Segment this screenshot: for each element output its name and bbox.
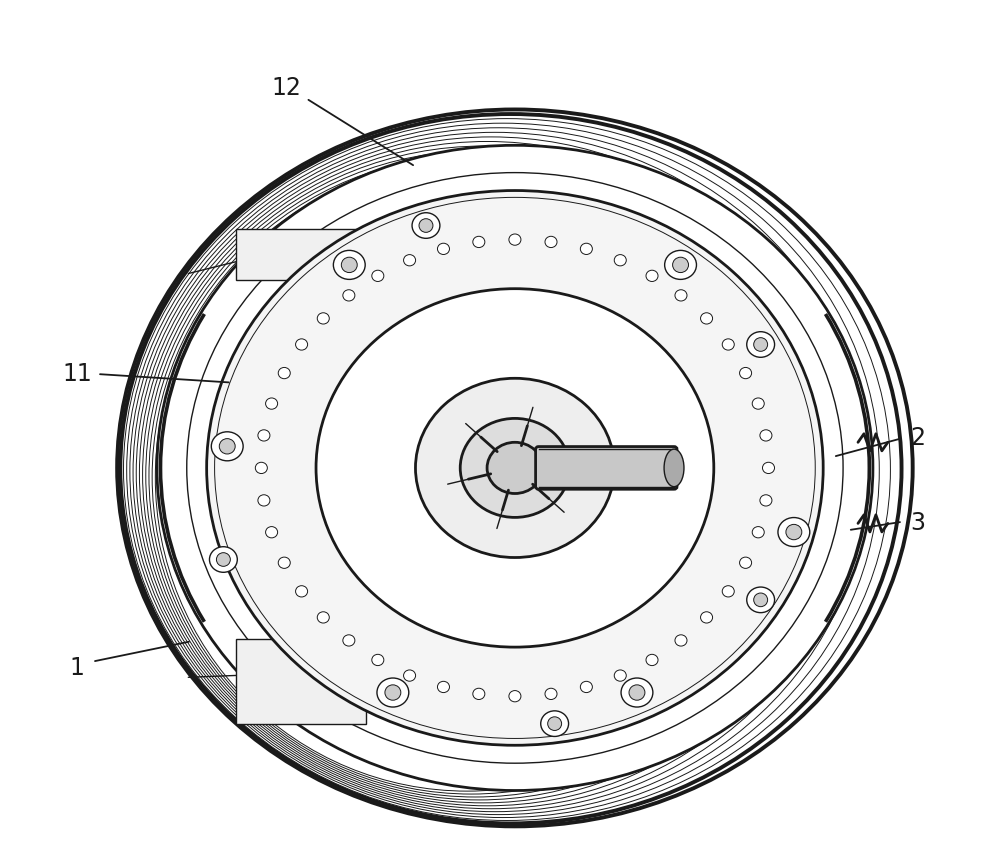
Ellipse shape xyxy=(762,462,775,473)
Ellipse shape xyxy=(258,430,270,441)
Ellipse shape xyxy=(255,462,267,473)
Ellipse shape xyxy=(278,557,290,569)
Ellipse shape xyxy=(316,289,714,647)
Ellipse shape xyxy=(437,243,449,254)
Ellipse shape xyxy=(404,254,416,266)
Ellipse shape xyxy=(629,685,645,700)
Ellipse shape xyxy=(343,289,355,301)
Ellipse shape xyxy=(460,418,570,517)
Ellipse shape xyxy=(722,338,734,350)
Ellipse shape xyxy=(760,495,772,506)
FancyBboxPatch shape xyxy=(536,447,677,490)
Ellipse shape xyxy=(752,398,764,409)
Ellipse shape xyxy=(372,655,384,666)
Ellipse shape xyxy=(317,313,329,324)
Ellipse shape xyxy=(548,716,562,730)
Text: 2: 2 xyxy=(910,426,925,450)
Ellipse shape xyxy=(341,257,357,272)
Ellipse shape xyxy=(473,688,485,699)
Ellipse shape xyxy=(412,213,440,238)
Ellipse shape xyxy=(646,271,658,282)
Ellipse shape xyxy=(740,557,752,569)
Ellipse shape xyxy=(580,681,592,692)
Ellipse shape xyxy=(65,107,880,840)
Ellipse shape xyxy=(701,612,713,623)
Ellipse shape xyxy=(752,527,764,538)
Ellipse shape xyxy=(580,243,592,254)
Text: 12: 12 xyxy=(271,76,301,101)
Ellipse shape xyxy=(266,527,278,538)
Ellipse shape xyxy=(372,271,384,282)
Ellipse shape xyxy=(545,688,557,699)
Ellipse shape xyxy=(377,678,409,707)
Ellipse shape xyxy=(747,587,775,612)
Ellipse shape xyxy=(614,254,626,266)
Ellipse shape xyxy=(437,681,449,692)
Ellipse shape xyxy=(296,586,308,597)
Ellipse shape xyxy=(665,250,696,279)
Ellipse shape xyxy=(614,670,626,681)
Ellipse shape xyxy=(778,517,810,546)
Ellipse shape xyxy=(487,442,543,494)
Ellipse shape xyxy=(722,586,734,597)
Ellipse shape xyxy=(754,593,768,606)
Ellipse shape xyxy=(675,635,687,646)
Ellipse shape xyxy=(754,338,768,351)
Ellipse shape xyxy=(211,432,243,460)
Ellipse shape xyxy=(760,430,772,441)
Ellipse shape xyxy=(646,655,658,666)
Ellipse shape xyxy=(278,368,290,379)
Polygon shape xyxy=(236,229,366,280)
Text: 3: 3 xyxy=(910,511,925,535)
Ellipse shape xyxy=(747,332,775,357)
Ellipse shape xyxy=(415,378,614,557)
Ellipse shape xyxy=(740,368,752,379)
Ellipse shape xyxy=(541,711,569,736)
Ellipse shape xyxy=(219,439,235,454)
Ellipse shape xyxy=(258,495,270,506)
Ellipse shape xyxy=(207,191,823,746)
Ellipse shape xyxy=(216,552,230,566)
Ellipse shape xyxy=(701,313,713,324)
Ellipse shape xyxy=(509,691,521,702)
Ellipse shape xyxy=(621,678,653,707)
Polygon shape xyxy=(236,638,366,724)
Text: 1: 1 xyxy=(70,656,85,680)
Ellipse shape xyxy=(675,289,687,301)
Ellipse shape xyxy=(333,250,365,279)
Ellipse shape xyxy=(385,685,401,700)
Text: 11: 11 xyxy=(62,362,92,386)
Ellipse shape xyxy=(419,219,433,232)
Ellipse shape xyxy=(296,338,308,350)
Ellipse shape xyxy=(509,234,521,245)
Ellipse shape xyxy=(317,612,329,623)
Ellipse shape xyxy=(404,670,416,681)
Ellipse shape xyxy=(157,145,873,790)
Ellipse shape xyxy=(545,236,557,247)
Ellipse shape xyxy=(786,524,802,539)
Ellipse shape xyxy=(673,257,689,272)
Ellipse shape xyxy=(473,236,485,247)
Ellipse shape xyxy=(664,449,684,487)
Ellipse shape xyxy=(343,635,355,646)
Ellipse shape xyxy=(266,398,278,409)
Ellipse shape xyxy=(209,546,237,572)
